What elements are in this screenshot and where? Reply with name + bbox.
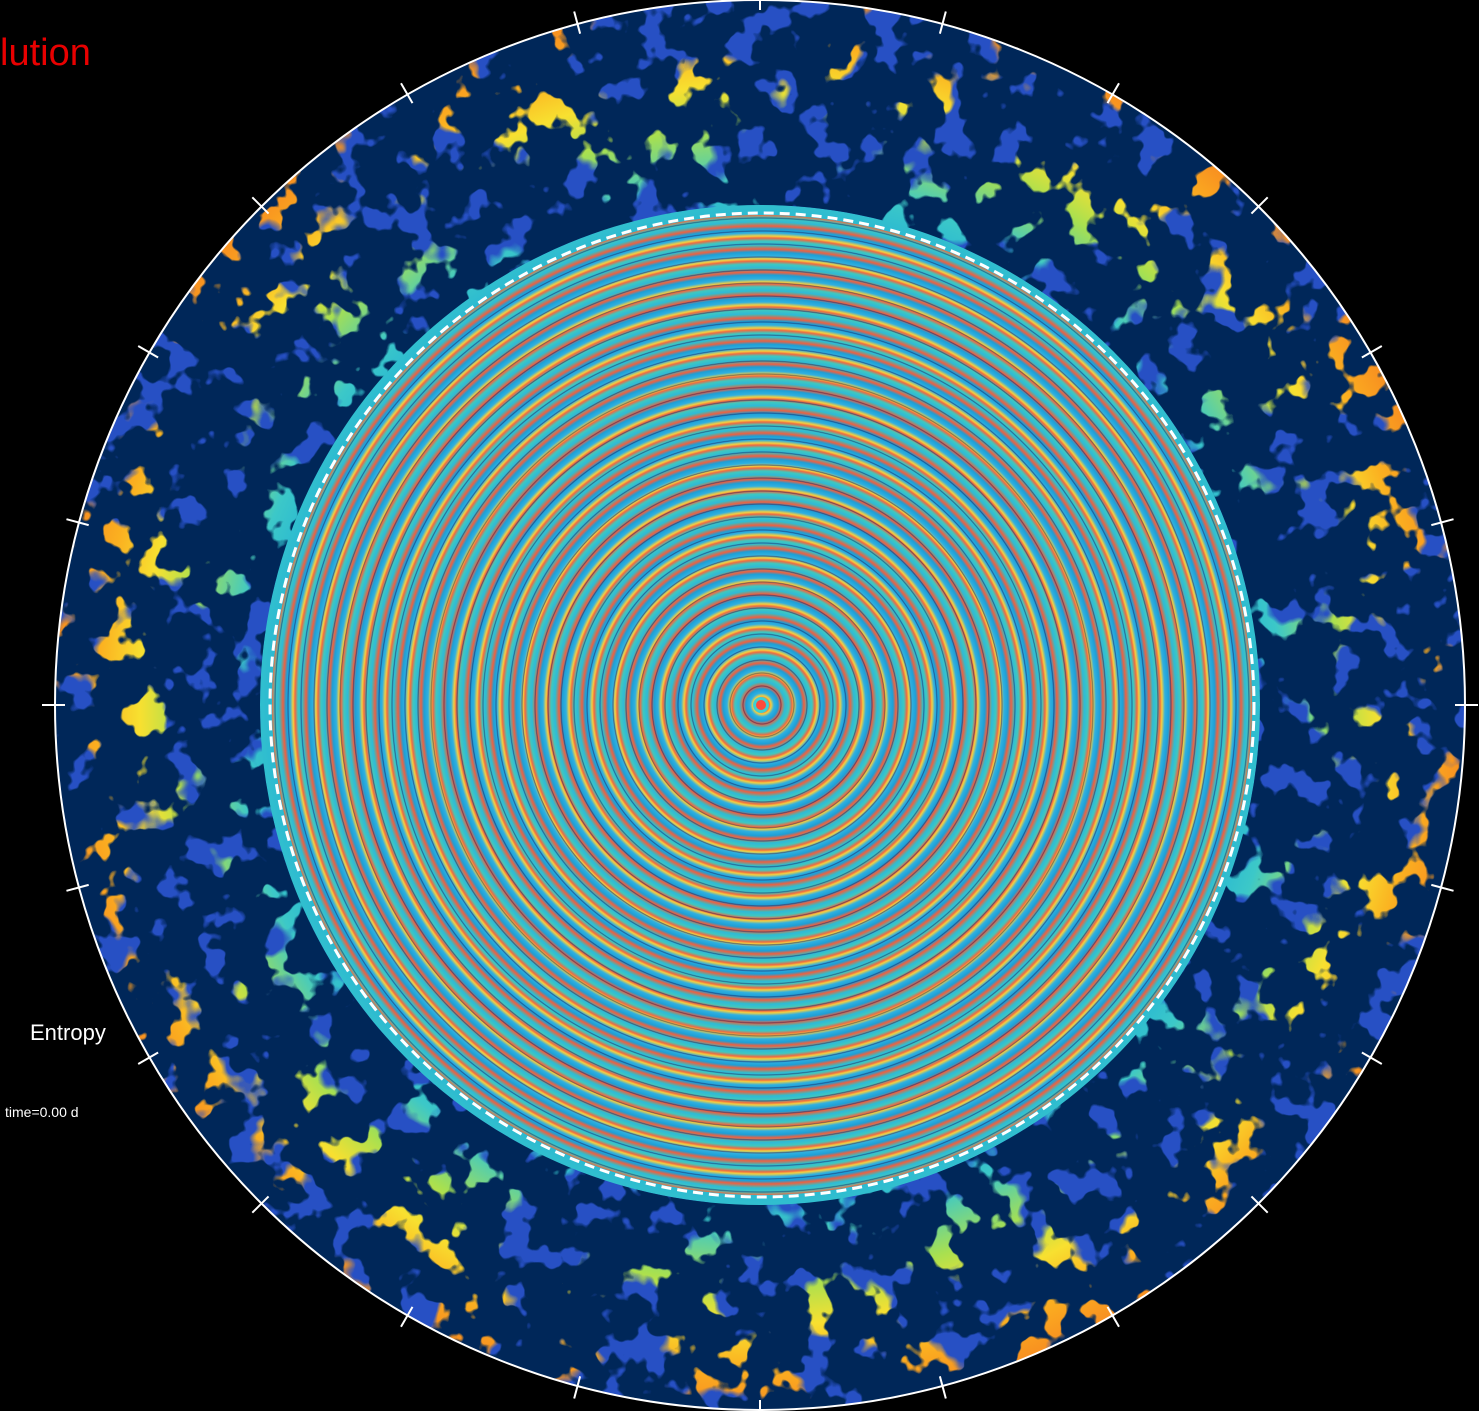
- core-overlay: [0, 0, 1479, 1411]
- title: lution: [0, 32, 91, 75]
- core-boundary: [270, 213, 1254, 1197]
- time-label: time=0.00 d: [5, 1104, 79, 1120]
- page: lution Entropy time=0.00 d (() => { cons…: [0, 0, 1479, 1411]
- field-label: Entropy: [30, 1020, 106, 1046]
